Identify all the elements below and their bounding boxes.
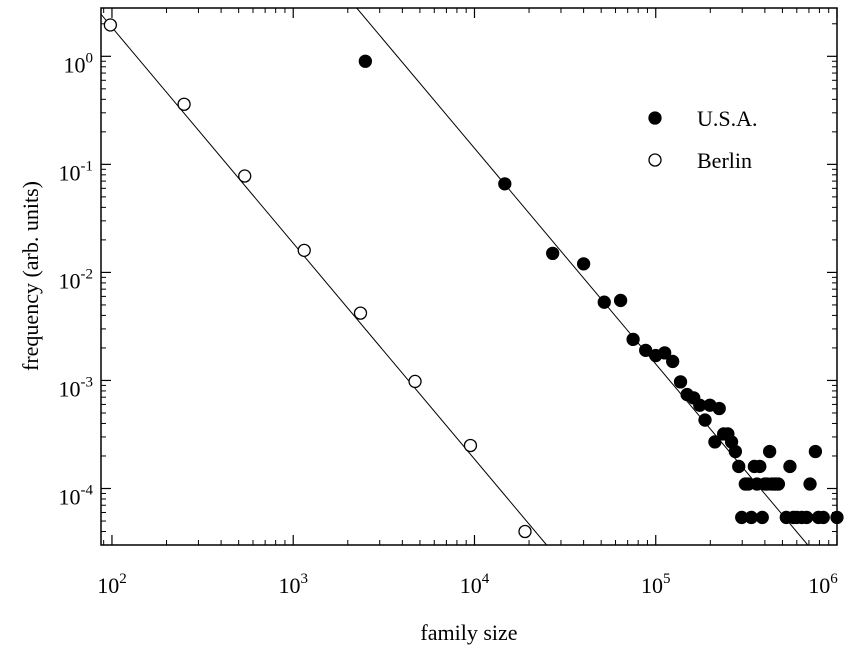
- data-point-berlin: [177, 97, 191, 111]
- fit-lines: [101, 8, 809, 545]
- y-tick-label: 10-2: [59, 266, 94, 293]
- legend-label-u-s-a: U.S.A.: [697, 106, 758, 131]
- tick-labels: 102 103 104 105 106 10-4 10-3 10-2 10-1 100: [59, 50, 839, 598]
- y-tick-label: 10-3: [59, 374, 94, 401]
- legend-marker-u-s-a: [648, 111, 662, 125]
- data-point-u-s-a: [783, 459, 797, 474]
- data-point-u-s-a: [732, 459, 746, 474]
- minor-ticks: [101, 8, 837, 546]
- data-point-berlin: [238, 169, 252, 183]
- y-tick-label: 100: [64, 50, 94, 77]
- data-point-berlin: [297, 243, 311, 258]
- data-point-u-s-a: [358, 54, 373, 68]
- data-points: [103, 18, 844, 539]
- legend: U.S.A. Berlin: [648, 106, 758, 173]
- y-tick-label: 10-1: [59, 158, 94, 185]
- data-point-u-s-a: [498, 177, 512, 191]
- data-point-berlin: [353, 306, 368, 320]
- legend-label-berlin: Berlin: [697, 148, 752, 173]
- data-point-u-s-a: [708, 435, 722, 449]
- x-axis-label: family size: [420, 620, 517, 645]
- data-point-u-s-a: [771, 477, 786, 491]
- data-point-u-s-a: [799, 510, 814, 525]
- data-point-u-s-a: [803, 477, 817, 491]
- x-tick-label: 104: [460, 571, 490, 598]
- y-axis-label: frequency (arb. units): [18, 181, 43, 371]
- data-point-u-s-a: [830, 510, 844, 525]
- data-point-u-s-a: [762, 444, 777, 459]
- fit-line-berlin: [101, 13, 547, 545]
- data-point-berlin: [463, 438, 478, 453]
- data-point-u-s-a: [658, 346, 672, 360]
- data-point-u-s-a: [698, 413, 712, 427]
- data-point-u-s-a: [808, 444, 823, 459]
- data-point-u-s-a: [546, 246, 560, 261]
- y-tick-label: 10-4: [59, 483, 94, 510]
- data-point-u-s-a: [666, 354, 680, 369]
- legend-marker-berlin: [648, 153, 662, 167]
- data-point-u-s-a: [626, 332, 640, 347]
- x-tick-label: 103: [278, 571, 308, 598]
- x-tick-label: 105: [641, 571, 671, 598]
- data-point-u-s-a: [755, 510, 769, 525]
- data-point-u-s-a: [673, 375, 688, 389]
- data-point-u-s-a: [576, 257, 591, 271]
- data-point-u-s-a: [613, 293, 628, 308]
- data-point-u-s-a: [712, 401, 726, 416]
- data-point-u-s-a: [753, 459, 767, 474]
- data-point-u-s-a: [597, 295, 611, 309]
- data-point-berlin: [408, 374, 422, 389]
- data-point-berlin: [518, 524, 532, 539]
- data-point-berlin: [103, 18, 118, 32]
- data-point-u-s-a: [744, 510, 759, 525]
- x-tick-label: 102: [97, 571, 127, 598]
- plot-frame: [100, 7, 838, 546]
- data-point-u-s-a: [728, 444, 743, 459]
- major-ticks: [101, 8, 838, 545]
- x-tick-label: 106: [808, 571, 838, 598]
- data-point-u-s-a: [816, 510, 830, 525]
